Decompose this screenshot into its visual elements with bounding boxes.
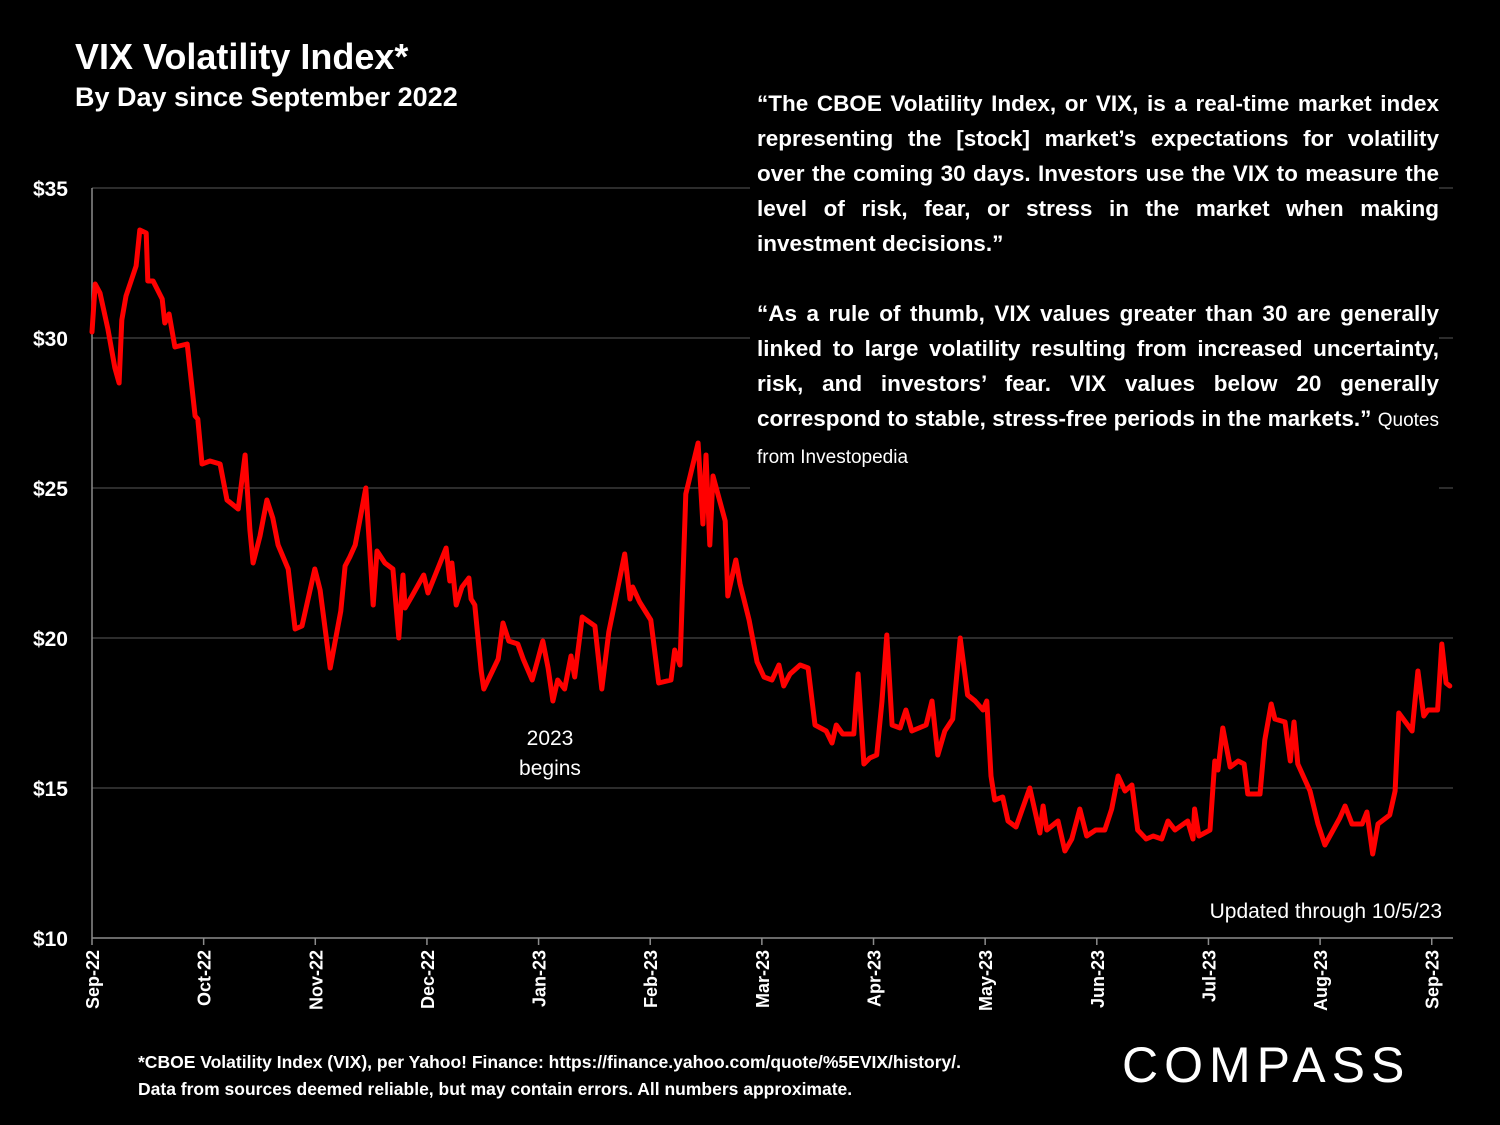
footnote-line: Data from sources deemed reliable, but m… [138, 1079, 853, 1099]
y-tick-label: $20 [33, 628, 68, 651]
x-tick-label: Feb-23 [641, 950, 661, 1008]
y-tick-label: $35 [33, 178, 68, 201]
quote-box: “The CBOE Volatility Index, or VIX, is a… [750, 86, 1439, 510]
x-tick-label: Jun-23 [1088, 950, 1108, 1008]
x-tick-label: Sep-22 [83, 950, 103, 1009]
data-line [89, 227, 1453, 857]
x-tick-label: Dec-22 [418, 950, 438, 1009]
x-tick-label: Oct-22 [195, 950, 215, 1006]
x-tick-label: Nov-22 [306, 950, 326, 1010]
x-tick-label: Sep-23 [1423, 950, 1443, 1009]
chart-subtitle: By Day since September 2022 [75, 82, 458, 112]
x-tick-label: Mar-23 [753, 950, 773, 1008]
x-tick-label: Jan-23 [530, 950, 550, 1007]
y-tick-label: $25 [33, 478, 68, 501]
y-tick-label: $10 [33, 928, 68, 951]
x-tick-label: Jul-23 [1199, 950, 1219, 1002]
x-tick-label: May-23 [976, 950, 996, 1011]
chart-title: VIX Volatility Index* [75, 36, 409, 77]
x-tick-label: Apr-23 [865, 950, 885, 1007]
quote-paragraph: “The CBOE Volatility Index, or VIX, is a… [757, 91, 1439, 256]
y-tick-label: $15 [33, 778, 68, 801]
x-tick-label: Aug-23 [1311, 950, 1331, 1011]
y-tick-label: $30 [33, 328, 68, 351]
quote-paragraph-2: “As a rule of thumb, VIX values greater … [757, 296, 1439, 475]
quote-text: “As a rule of thumb, VIX values greater … [757, 301, 1439, 431]
footnote-line: *CBOE Volatility Index (VIX), per Yahoo!… [138, 1052, 961, 1072]
quote-source: Quotes from Investopedia [757, 410, 1439, 468]
annotation: 2023 begins [519, 727, 581, 780]
footnote: *CBOE Volatility Index (VIX), per Yahoo!… [138, 1049, 961, 1103]
annotation: Updated through 10/5/23 [1209, 900, 1442, 923]
logo: COMPASS [1122, 1037, 1411, 1093]
